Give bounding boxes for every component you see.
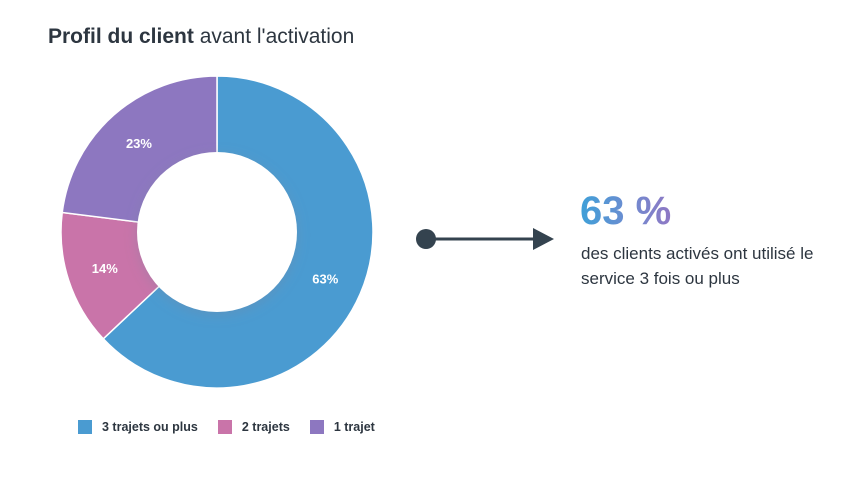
donut-slice-label: 63% [312,271,338,286]
chart-legend: 3 trajets ou plus 2 trajets 1 trajet [78,420,395,434]
donut-hole [137,152,297,312]
legend-label: 2 trajets [241,420,290,434]
chart-title-bold: Profil du client [48,25,194,48]
arrow-right-icon [416,228,554,250]
kpi-value: 63 % [580,189,672,233]
legend-label: 3 trajets ou plus [102,420,198,434]
donut-slice-label: 23% [126,136,152,151]
legend-swatch [309,420,324,434]
legend-item-3-trajets: 3 trajets ou plus [78,420,198,434]
donut-slice-label: 14% [92,261,118,276]
chart-title-light: avant l'activation [199,25,355,48]
kpi-caption: des clients activés ont utilisé le servi… [581,244,814,288]
chart-title: Profil du client avant l'activation [48,24,354,50]
legend-label: 1 trajet [333,420,375,434]
legend-item-2-trajets: 2 trajets [217,420,290,434]
legend-swatch [78,420,92,434]
legend-swatch [217,420,232,434]
donut-slice-labels: 63% 14% 23% [92,136,339,286]
legend-item-1-trajet: 1 trajet [309,420,375,434]
